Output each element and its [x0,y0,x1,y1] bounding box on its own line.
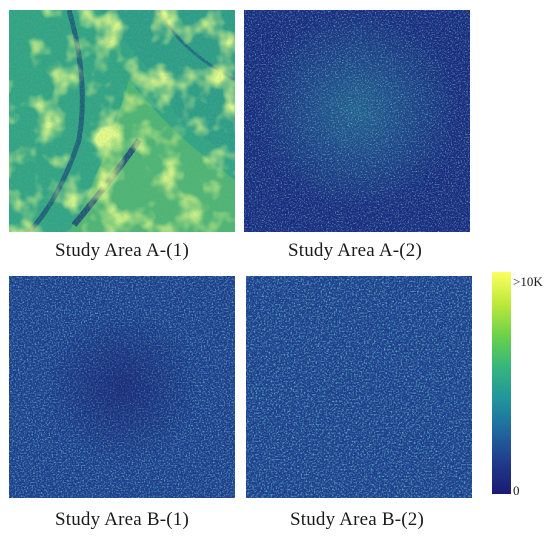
colorbar-min-label: 0 [513,483,520,498]
colorbar-max-label: >10K [513,274,543,289]
heatmap-image-study-area-a2 [244,10,470,232]
caption-study-area-b2: Study Area B-(2) [289,509,425,530]
heatmap-image-study-area-b2 [246,276,472,498]
colorbar [492,272,511,494]
caption-study-area-a2: Study Area A-(2) [287,240,423,261]
caption-study-area-a1: Study Area A-(1) [54,240,190,261]
caption-study-area-b1: Study Area B-(1) [54,509,190,530]
heatmap-image-study-area-a1 [9,10,235,232]
heatmap-image-study-area-b1 [9,276,235,498]
